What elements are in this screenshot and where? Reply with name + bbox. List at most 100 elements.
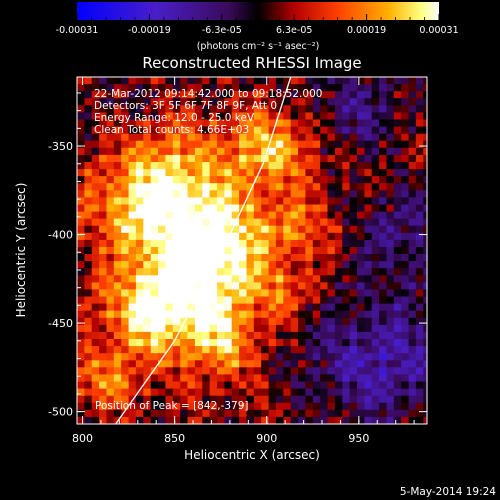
heatmap-cell (194, 119, 203, 128)
heatmap-cell (305, 197, 314, 206)
heatmap-cell (143, 154, 152, 163)
heatmap-cell (158, 360, 167, 368)
heatmap-cell (283, 409, 292, 418)
heatmap-cell (106, 275, 115, 283)
heatmap-cell (275, 112, 284, 121)
heatmap-cell (334, 190, 343, 198)
heatmap-cell (77, 105, 85, 113)
heatmap-cell (121, 324, 130, 333)
heatmap-cell (135, 247, 144, 255)
heatmap-cell (371, 211, 380, 220)
heatmap-cell (202, 339, 211, 347)
heatmap-cell (371, 225, 380, 234)
heatmap-cell (275, 254, 284, 262)
heatmap-cell (121, 176, 130, 184)
heatmap-cell (364, 360, 373, 368)
heatmap-cell (113, 225, 122, 234)
heatmap-cell (342, 190, 351, 198)
heatmap-cell (327, 232, 336, 241)
heatmap-cell (349, 169, 358, 177)
heatmap-cell (209, 282, 218, 291)
heatmap-cell (224, 204, 233, 213)
heatmap-cell (261, 119, 270, 128)
heatmap-cell (386, 374, 395, 383)
heatmap-cell (423, 77, 427, 85)
heatmap-cell (334, 197, 343, 206)
heatmap-cell (349, 119, 358, 128)
heatmap-cell (357, 395, 365, 404)
heatmap-cell (231, 317, 240, 326)
heatmap-cell (401, 190, 410, 198)
heatmap-cell (224, 183, 233, 191)
heatmap-cell (334, 381, 343, 390)
heatmap-cell (327, 169, 336, 177)
heatmap-cell (283, 239, 292, 248)
heatmap-cell (364, 296, 373, 305)
heatmap-cell (217, 402, 225, 411)
heatmap-cell (290, 225, 299, 234)
heatmap-cell (217, 204, 225, 213)
heatmap-cell (158, 254, 167, 262)
heatmap-cell (150, 381, 159, 390)
heatmap-cell (386, 183, 395, 191)
heatmap-cell (91, 197, 100, 206)
heatmap-cell (386, 261, 395, 269)
heatmap-cell (290, 154, 299, 163)
heatmap-cell (327, 84, 336, 92)
heatmap-cell (202, 232, 211, 241)
heatmap-cell (349, 388, 358, 397)
heatmap-cell (342, 112, 351, 121)
heatmap-cell (128, 388, 137, 397)
heatmap-cell (99, 162, 108, 170)
heatmap-cell (150, 360, 159, 368)
heatmap-cell (194, 98, 203, 106)
heatmap-cell (386, 324, 395, 333)
heatmap-cell (158, 416, 167, 424)
heatmap-cell (327, 147, 336, 156)
heatmap-cell (393, 98, 402, 106)
heatmap-cell (128, 268, 137, 276)
heatmap-cell (379, 183, 388, 191)
heatmap-cell (298, 119, 307, 128)
heatmap-cell (283, 346, 292, 354)
heatmap-cell (172, 409, 181, 418)
heatmap-cell (158, 381, 167, 390)
heatmap-cell (135, 388, 144, 397)
heatmap-cell (357, 353, 365, 361)
heatmap-cell (99, 119, 108, 128)
heatmap-cell (379, 374, 388, 383)
heatmap-cell (194, 303, 203, 312)
heatmap-cell (135, 310, 144, 319)
heatmap-cell (172, 154, 181, 163)
heatmap-cell (423, 147, 427, 156)
heatmap-cell (364, 416, 373, 424)
heatmap-cell (165, 239, 174, 248)
heatmap-cell (268, 339, 277, 347)
heatmap-cell (239, 388, 248, 397)
heatmap-cell (180, 324, 189, 333)
heatmap-cell (158, 162, 167, 170)
heatmap-cell (143, 388, 152, 397)
heatmap-cell (261, 317, 270, 326)
heatmap-cell (290, 268, 299, 276)
heatmap-cell (172, 176, 181, 184)
heatmap-cell (135, 381, 144, 390)
heatmap-cell (231, 324, 240, 333)
heatmap-cell (194, 416, 203, 424)
heatmap-cell (217, 126, 225, 135)
heatmap-cell (209, 147, 218, 156)
heatmap-cell (327, 77, 336, 85)
heatmap-cell (349, 204, 358, 213)
heatmap-cell (91, 239, 100, 248)
heatmap-cell (165, 225, 174, 234)
heatmap-cell (401, 105, 410, 113)
heatmap-cell (423, 197, 427, 206)
heatmap-cell (113, 247, 122, 255)
heatmap-cell (357, 374, 365, 383)
heatmap-cell (379, 367, 388, 375)
heatmap-cell (231, 176, 240, 184)
heatmap-cell (379, 317, 388, 326)
heatmap-cell (180, 416, 189, 424)
heatmap-cell (415, 112, 424, 121)
heatmap-cell (150, 296, 159, 305)
